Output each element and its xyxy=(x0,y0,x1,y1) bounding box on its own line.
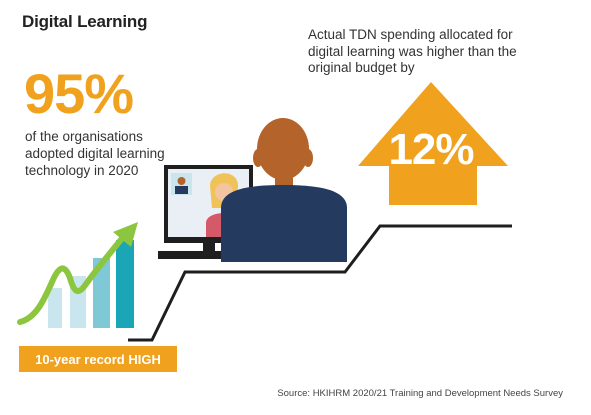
person-icon xyxy=(221,118,347,262)
staircase-line xyxy=(128,224,512,342)
record-badge: 10-year record HIGH xyxy=(19,346,177,372)
adoption-description: of the organisations adopted digital lea… xyxy=(25,129,165,178)
page-title: Digital Learning xyxy=(22,12,148,31)
source-note: Source: HKIHRM 2020/21 Training and Deve… xyxy=(277,388,563,399)
spending-percentage: 12% xyxy=(388,125,474,174)
spending-description: Actual TDN spending allocated for digita… xyxy=(308,27,517,75)
up-arrow-icon xyxy=(358,82,508,205)
bar-chart-icon xyxy=(48,240,134,328)
trend-up-arrow-icon xyxy=(17,222,138,325)
adoption-percentage: 95% xyxy=(24,62,134,125)
